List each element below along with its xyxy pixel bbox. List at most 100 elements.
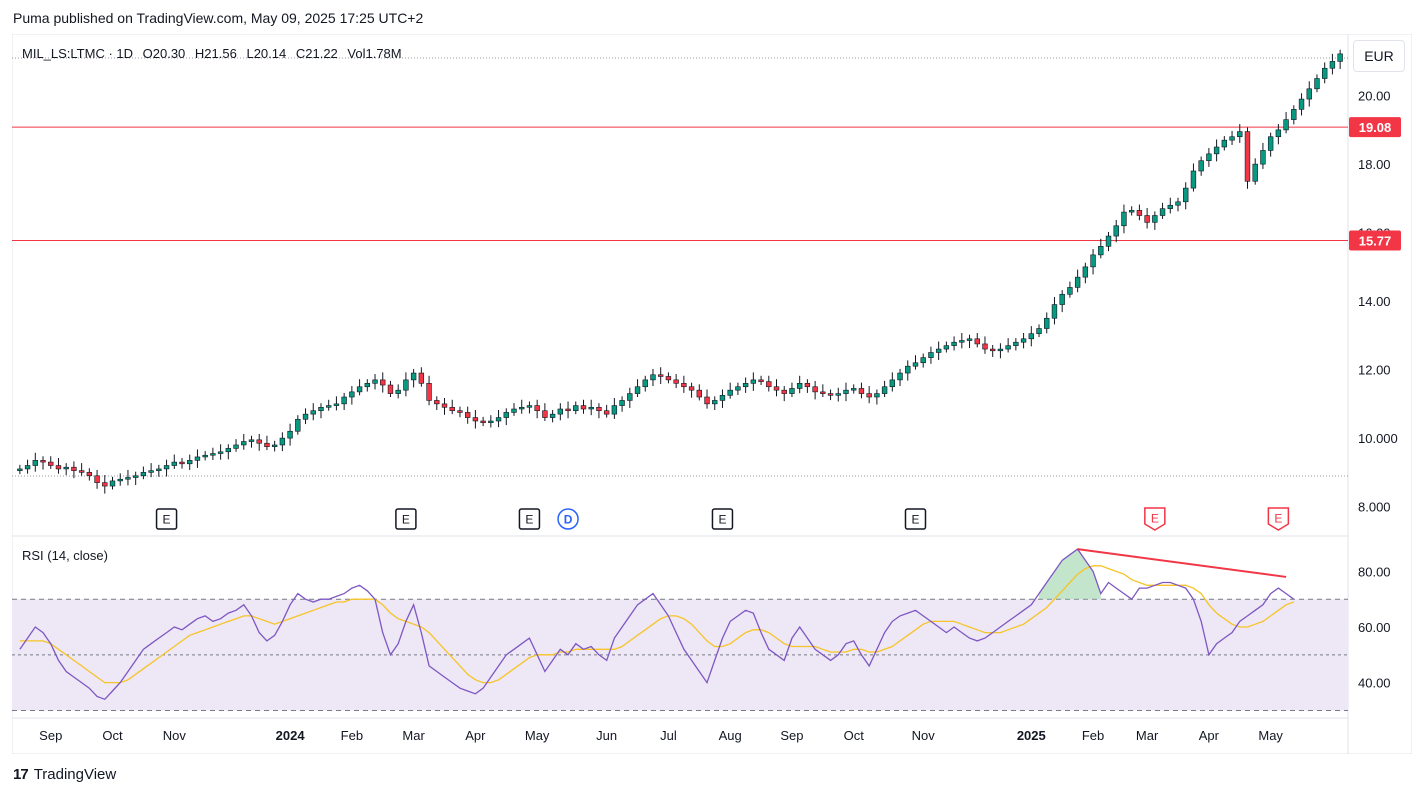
candle-body bbox=[1275, 129, 1282, 138]
earnings-marker-label: E bbox=[1151, 512, 1159, 526]
candle-body bbox=[117, 478, 123, 482]
time-tick-label: Sep bbox=[780, 728, 803, 743]
candle bbox=[233, 439, 239, 452]
candle bbox=[974, 332, 980, 348]
candle bbox=[889, 372, 896, 392]
symbol-name[interactable]: MIL_LS:LTMC · 1D bbox=[22, 46, 134, 61]
candle bbox=[63, 463, 69, 476]
candle bbox=[634, 379, 641, 398]
candle-body bbox=[1105, 235, 1112, 247]
candle bbox=[1013, 338, 1019, 351]
candle bbox=[1136, 204, 1143, 221]
candle-body bbox=[750, 379, 757, 384]
price-tick-label: 12.00 bbox=[1358, 363, 1391, 378]
candle-body bbox=[241, 441, 247, 446]
candle-body bbox=[225, 448, 232, 453]
candle bbox=[387, 380, 394, 398]
time-tick-label: Apr bbox=[1199, 728, 1220, 743]
candle bbox=[480, 416, 486, 427]
candle bbox=[1190, 163, 1197, 192]
candle bbox=[1337, 49, 1343, 69]
candle-body bbox=[519, 406, 525, 410]
candle bbox=[295, 415, 301, 435]
candle bbox=[271, 440, 278, 452]
candle bbox=[681, 375, 687, 393]
price-level-tag-bg bbox=[1349, 117, 1401, 138]
candle bbox=[1322, 62, 1328, 84]
price-tick-label: 14.00 bbox=[1358, 294, 1391, 309]
candle bbox=[148, 463, 154, 478]
time-tick-label: Jul bbox=[660, 728, 677, 743]
earnings-event-icon: E bbox=[1267, 507, 1290, 531]
candle-body bbox=[503, 412, 509, 418]
candle-body bbox=[364, 383, 370, 388]
candle bbox=[688, 382, 695, 398]
candle bbox=[71, 461, 77, 479]
time-tick-label: 2024 bbox=[276, 728, 306, 743]
candle bbox=[32, 452, 38, 472]
candle bbox=[665, 372, 672, 384]
candle-body bbox=[264, 442, 270, 447]
candle bbox=[696, 384, 702, 401]
candle-body bbox=[1013, 341, 1019, 346]
candle bbox=[17, 464, 23, 475]
candle-body bbox=[1005, 345, 1011, 350]
candle-body bbox=[55, 465, 62, 470]
ohlc-low: L20.14 bbox=[246, 46, 287, 61]
candle bbox=[495, 410, 502, 428]
candle-body bbox=[109, 480, 116, 487]
time-tick-label: Nov bbox=[912, 728, 936, 743]
candle-body bbox=[719, 395, 726, 401]
candle bbox=[603, 404, 610, 418]
rsi-legend[interactable]: RSI (14, close) bbox=[22, 548, 108, 563]
candle-body bbox=[966, 338, 973, 341]
candle bbox=[511, 403, 517, 416]
candle-body bbox=[874, 393, 880, 398]
candle-body bbox=[1082, 266, 1089, 278]
candle bbox=[742, 377, 749, 393]
candle-body bbox=[858, 388, 865, 394]
candle bbox=[434, 396, 440, 411]
candle-body bbox=[295, 418, 301, 432]
candle bbox=[557, 403, 564, 421]
candle bbox=[549, 410, 556, 423]
candle-body bbox=[580, 405, 587, 410]
candle-body bbox=[256, 439, 262, 444]
candle bbox=[573, 401, 579, 415]
currency-button[interactable]: EUR bbox=[1353, 40, 1405, 72]
candle-body bbox=[472, 417, 479, 422]
candle-body bbox=[603, 410, 610, 415]
candle bbox=[1221, 136, 1228, 151]
candle bbox=[1098, 238, 1104, 259]
candle bbox=[1005, 338, 1011, 353]
candle-body bbox=[658, 374, 664, 377]
price-tick-label: 8.000 bbox=[1358, 500, 1391, 515]
candle-body bbox=[549, 413, 556, 418]
candle-body bbox=[287, 430, 293, 439]
candle bbox=[1028, 326, 1034, 347]
candle-body bbox=[812, 386, 818, 393]
candle-body bbox=[935, 348, 942, 353]
candle bbox=[1036, 324, 1042, 338]
symbol-info-bar: MIL_LS:LTMC · 1D O20.30 H21.56 L20.14 C2… bbox=[22, 46, 402, 61]
earnings-event-icon: E bbox=[711, 508, 734, 530]
candle bbox=[132, 471, 139, 486]
candle-body bbox=[542, 410, 548, 418]
candle bbox=[380, 372, 386, 393]
candle bbox=[719, 389, 726, 408]
candle bbox=[24, 459, 31, 474]
candle bbox=[1074, 269, 1081, 293]
candle bbox=[1067, 281, 1073, 298]
candle bbox=[356, 379, 363, 396]
candle bbox=[820, 384, 826, 398]
candle-body bbox=[464, 412, 471, 418]
earnings-upcoming-marker bbox=[1267, 507, 1290, 531]
candle-body bbox=[881, 386, 888, 394]
candle bbox=[410, 368, 417, 388]
candle-body bbox=[557, 408, 564, 415]
candle bbox=[156, 464, 162, 477]
candle-body bbox=[32, 460, 38, 466]
candle bbox=[874, 389, 880, 405]
